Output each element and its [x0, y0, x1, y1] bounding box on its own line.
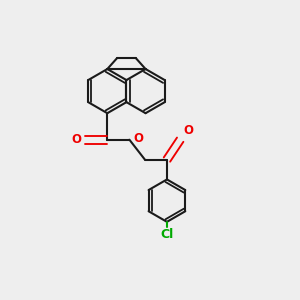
Text: O: O	[72, 133, 82, 146]
Text: Cl: Cl	[160, 228, 174, 241]
Text: O: O	[133, 132, 143, 145]
Text: O: O	[183, 124, 193, 137]
